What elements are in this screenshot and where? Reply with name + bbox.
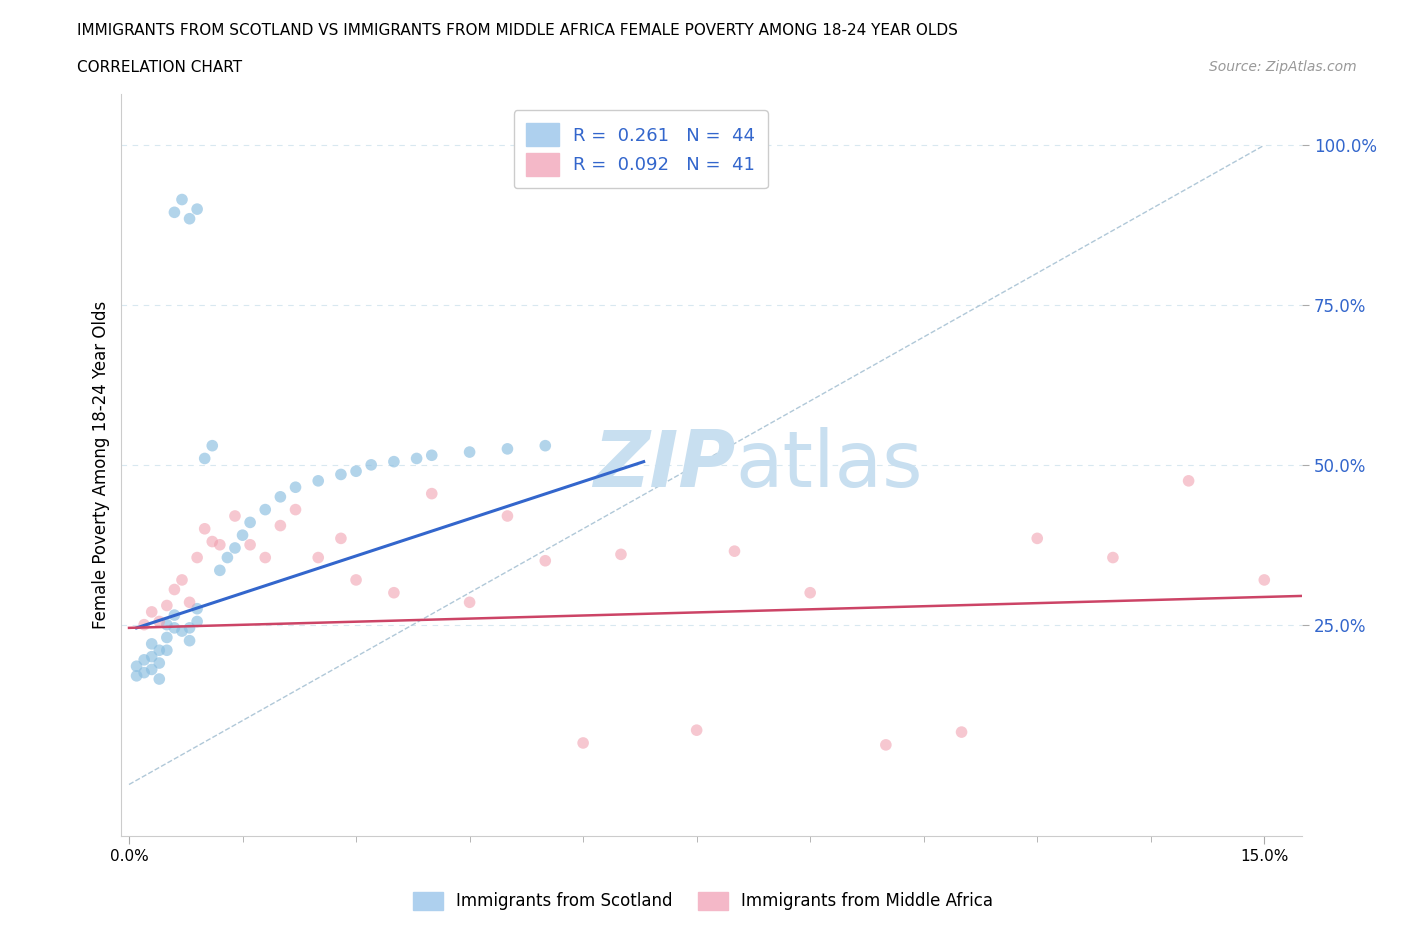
Point <box>186 551 208 565</box>
Y-axis label: Female Poverty Among 18-24 Year Olds: Female Poverty Among 18-24 Year Olds <box>93 300 110 629</box>
Point <box>201 438 224 453</box>
Point <box>239 515 262 530</box>
Point <box>156 643 179 658</box>
Point <box>163 582 186 597</box>
Point <box>125 669 148 684</box>
Point <box>382 454 405 469</box>
Point <box>420 486 443 501</box>
Point <box>284 480 307 495</box>
Text: Source: ZipAtlas.com: Source: ZipAtlas.com <box>1209 60 1357 74</box>
Point <box>284 502 307 517</box>
Point <box>458 445 481 459</box>
Point <box>148 614 170 629</box>
Point <box>1102 551 1125 565</box>
Point <box>496 509 519 524</box>
Point <box>163 205 186 219</box>
Point <box>148 643 170 658</box>
Point <box>382 585 405 600</box>
Point <box>179 620 201 635</box>
Point <box>186 202 208 217</box>
Point <box>134 653 156 668</box>
Point <box>329 531 352 546</box>
Point <box>1405 582 1406 597</box>
Point <box>141 604 163 619</box>
Point <box>179 211 201 226</box>
Point <box>163 620 186 635</box>
Point <box>1177 473 1199 488</box>
Point <box>307 551 329 565</box>
Point <box>141 662 163 677</box>
Point <box>163 607 186 622</box>
Text: IMMIGRANTS FROM SCOTLAND VS IMMIGRANTS FROM MIDDLE AFRICA FEMALE POVERTY AMONG 1: IMMIGRANTS FROM SCOTLAND VS IMMIGRANTS F… <box>77 23 959 38</box>
Point <box>534 553 557 568</box>
Point <box>572 736 595 751</box>
Text: ZIP: ZIP <box>593 427 735 503</box>
Point <box>610 547 633 562</box>
Point <box>269 518 291 533</box>
Point <box>179 633 201 648</box>
Point <box>141 636 163 651</box>
Point <box>344 464 367 479</box>
Point <box>170 573 193 588</box>
Point <box>254 502 277 517</box>
Point <box>134 665 156 680</box>
Point <box>156 618 179 632</box>
Point <box>224 540 246 555</box>
Point <box>148 671 170 686</box>
Point <box>685 723 707 737</box>
Point <box>307 473 329 488</box>
Point <box>224 509 246 524</box>
Point <box>194 451 217 466</box>
Point <box>420 448 443 463</box>
Point <box>344 573 367 588</box>
Point <box>156 630 179 644</box>
Point <box>194 522 217 537</box>
Point <box>1026 531 1049 546</box>
Point <box>125 658 148 673</box>
Point <box>148 656 170 671</box>
Point <box>1329 553 1351 568</box>
Legend: R =  0.261   N =  44, R =  0.092   N =  41: R = 0.261 N = 44, R = 0.092 N = 41 <box>513 111 768 189</box>
Point <box>254 551 277 565</box>
Text: CORRELATION CHART: CORRELATION CHART <box>77 60 242 75</box>
Point <box>875 737 897 752</box>
Point <box>329 467 352 482</box>
Point <box>156 598 179 613</box>
Point <box>186 614 208 629</box>
Text: atlas: atlas <box>735 427 922 503</box>
Point <box>799 585 821 600</box>
Point <box>232 527 254 542</box>
Point <box>405 451 427 466</box>
Point <box>217 551 239 565</box>
Point <box>458 595 481 610</box>
Point <box>723 544 745 559</box>
Point <box>141 649 163 664</box>
Point <box>269 489 291 504</box>
Point <box>950 724 973 739</box>
Point <box>170 193 193 207</box>
Point <box>201 534 224 549</box>
Point <box>1253 573 1275 588</box>
Point <box>208 563 231 578</box>
Point <box>186 602 208 617</box>
Point <box>170 624 193 639</box>
Point <box>496 442 519 457</box>
Point <box>239 538 262 552</box>
Point <box>179 595 201 610</box>
Point <box>360 458 382 472</box>
Legend: Immigrants from Scotland, Immigrants from Middle Africa: Immigrants from Scotland, Immigrants fro… <box>406 885 1000 917</box>
Point <box>534 438 557 453</box>
Point <box>208 538 231 552</box>
Point <box>134 618 156 632</box>
